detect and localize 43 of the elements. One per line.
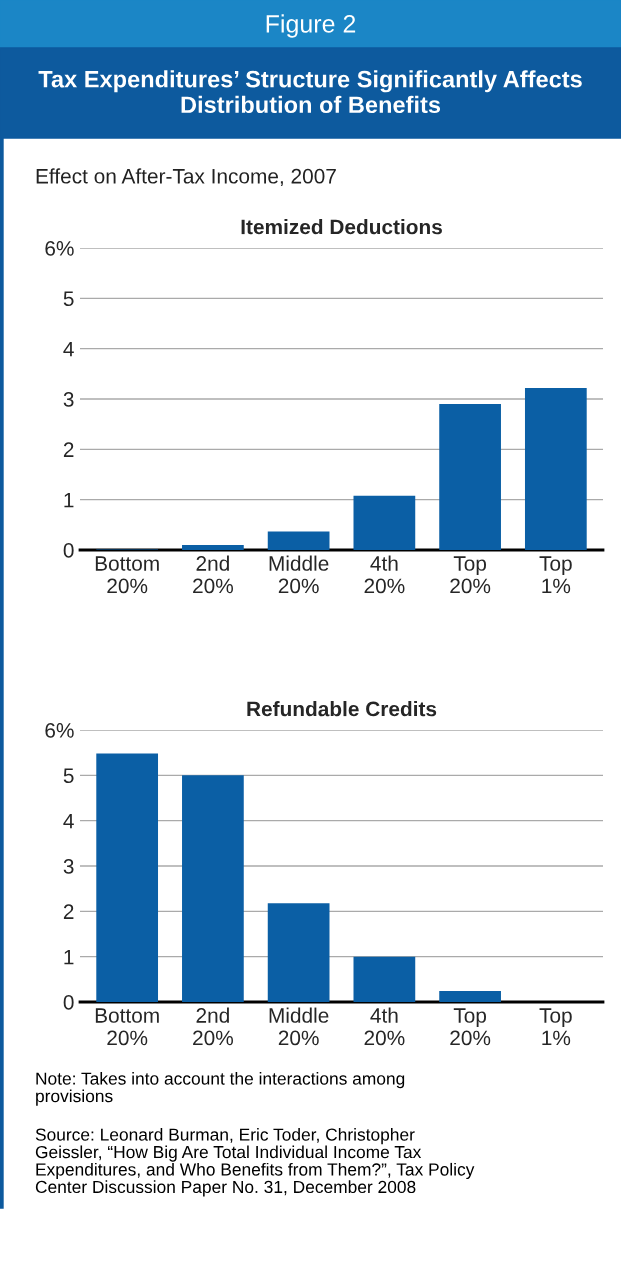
x-tick-label: Bottom 20% [95,1008,159,1046]
text: Tax Expenditures’ Structure Significantly Affects Distribution of Benefits [38,70,582,114]
chart-title: Refundable Credits [247,701,437,717]
y-tick-label: 2 [63,904,74,919]
x-tick-label: Top 20% [450,1008,491,1046]
y-tick-label: 4 [63,341,74,357]
bar [182,775,244,1002]
x-tick-label: 2nd 20% [193,555,233,594]
x-tick-label: Middle 20% [269,1007,329,1046]
y-tick-label: 1 [64,949,74,965]
y-tick-label: 3 [63,859,74,874]
text: Effect on After-Tax Income, 2007 [36,168,336,187]
caption: Figure 2 [266,14,356,38]
y-tick-label: 6% [45,723,74,738]
y-tick-label: 6% [45,241,74,256]
source-note: Source: Leonard Burman, Eric Toder, Christopher Geissler, “How Big Are Total Individual Income Tax Expenditures, and Who Benefits from Them?”, Tax Policy Center Discussion Paper No. 31, December 2008 [35,1128,475,1197]
bar [353,956,416,1002]
y-tick-label: 4 [63,813,74,829]
bar [267,531,330,550]
bar [439,404,501,550]
x-tick-label: 4th 20% [364,555,405,594]
bar [96,753,159,1002]
bar [524,387,587,550]
x-tick-label: Top 20% [450,556,491,594]
y-tick-label: 2 [63,442,74,457]
x-tick-label: Top 1% [539,1008,572,1046]
y-tick-label: 0 [63,995,74,1010]
x-tick-label: Bottom 20% [95,556,159,594]
y-tick-label: 5 [63,291,74,307]
x-tick-label: 4th 20% [364,1007,405,1046]
bar [182,544,244,550]
text: Note: Takes into account the interactions among provisions [36,1072,405,1106]
bar [353,495,416,550]
y-tick-label: 1 [64,492,74,508]
y-tick-label: 5 [63,768,74,784]
bar [267,903,330,1002]
x-tick-label: Top 1% [539,556,572,594]
bar [439,991,501,1002]
x-tick-label: 2nd 20% [193,1007,233,1046]
y-tick-label: 0 [63,543,74,558]
chart-title: Itemized Deductions [241,219,442,235]
x-tick-label: Middle 20% [269,555,329,594]
y-tick-label: 3 [63,392,74,407]
